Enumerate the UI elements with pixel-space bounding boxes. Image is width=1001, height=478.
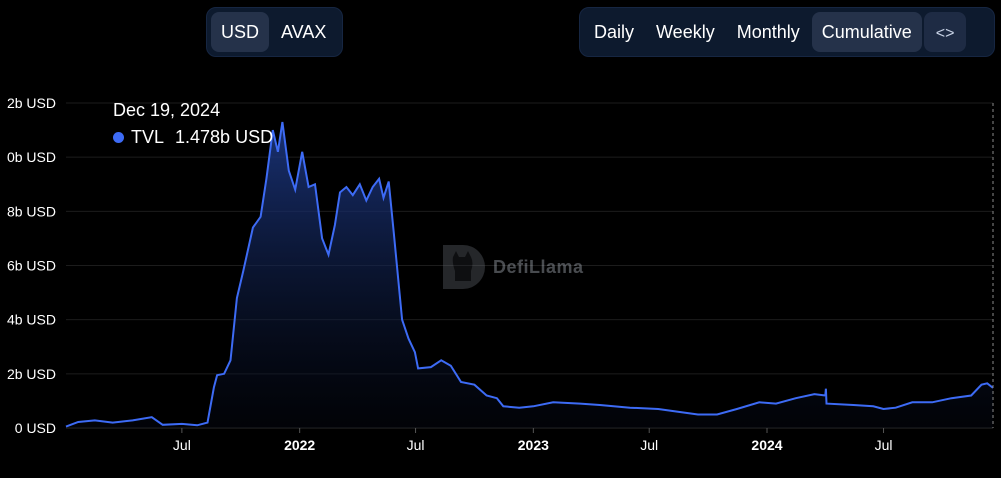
defillama-watermark: DefiLlama (441, 243, 584, 291)
usd-button[interactable]: USD (211, 12, 270, 52)
x-axis: Jul 2022 Jul 2023 Jul 2024 Jul (173, 428, 893, 453)
watermark-text: DefiLlama (493, 256, 584, 277)
weekly-button[interactable]: Weekly (656, 22, 715, 42)
x-tick-label: Jul (173, 437, 191, 453)
x-tick-label: Jul (407, 437, 425, 453)
x-tick-label: Jul (875, 437, 893, 453)
tooltip-row: TVL 1.478b USD (113, 127, 273, 148)
period-toggle: Daily Weekly Monthly Cumulative <> (579, 7, 995, 57)
tooltip-date: Dec 19, 2024 (113, 100, 221, 120)
avax-button[interactable]: AVAX (281, 22, 327, 42)
y-tick-label: 8b USD (7, 203, 56, 219)
x-tick-label: Jul (640, 437, 658, 453)
x-tick-label: 2022 (284, 437, 315, 453)
tooltip-value: 1.478b USD (175, 127, 274, 147)
x-tick-label: 2023 (518, 437, 549, 453)
y-tick-label: 6b USD (7, 258, 56, 274)
y-tick-label: 2b USD (7, 95, 56, 111)
cumulative-button[interactable]: Cumulative (811, 12, 922, 52)
y-tick-label: 4b USD (7, 312, 56, 328)
tvl-series-line (65, 121, 994, 428)
tooltip-series-name: TVL (131, 127, 165, 147)
daily-button[interactable]: Daily (594, 22, 635, 42)
llama-logo-icon (443, 245, 485, 289)
x-tick-label: 2024 (751, 437, 782, 453)
y-axis: 0 USD 2b USD 4b USD 6b USD 8b USD 0b USD 2b US… (7, 95, 56, 436)
y-tick-label: 0b USD (7, 149, 56, 165)
embed-button[interactable]: <> (923, 12, 967, 52)
code-icon: <> (935, 25, 955, 42)
currency-toggle: USD AVAX (206, 7, 343, 57)
y-tick-label: 2b USD (7, 366, 56, 382)
y-tick-label: 0 USD (15, 420, 56, 436)
tvl-legend-dot (113, 132, 124, 143)
tvl-area (66, 122, 993, 428)
monthly-button[interactable]: Monthly (736, 22, 800, 42)
